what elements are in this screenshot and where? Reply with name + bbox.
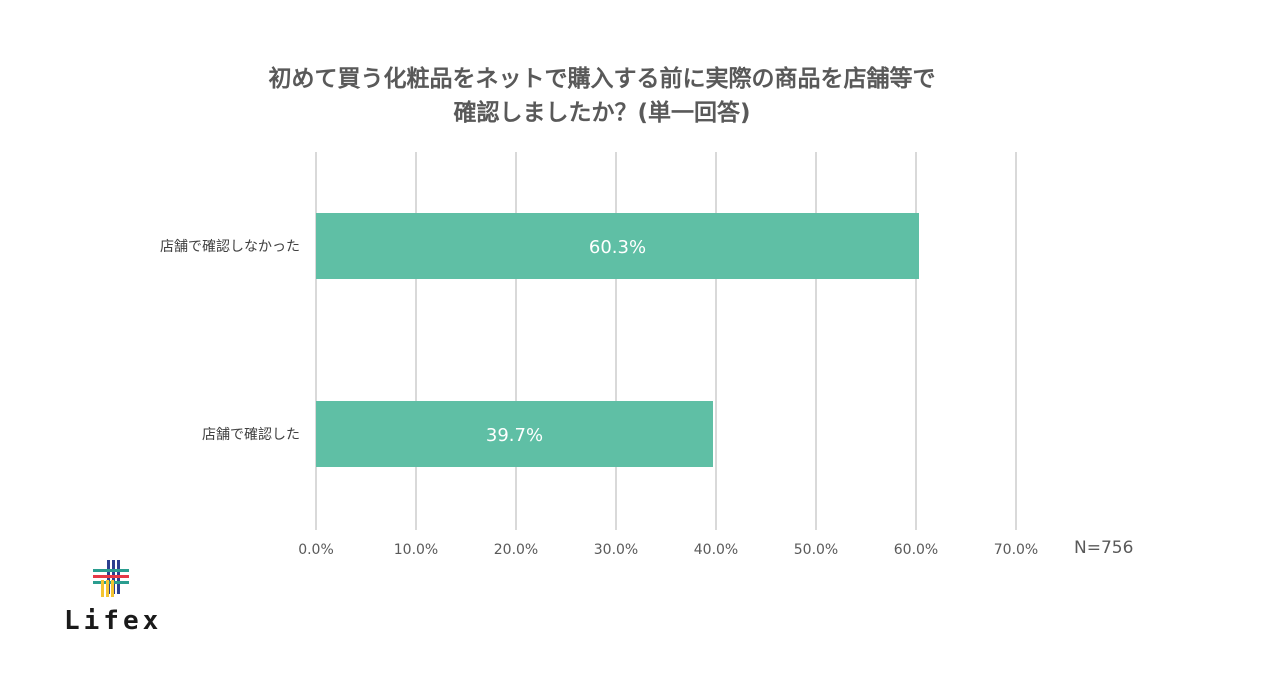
labels: 0.0% 10.0% 20.0% 30.0% 40.0% 50.0% 60.0% 70.0% 6… [160,237,1038,558]
chart-title: 初めて買う化粧品をネットで購入する前に実際の商品を店舗等で 確認しましたか？(単… [0,62,1204,130]
gridlines [315,152,1017,530]
x-tick-label: 50.0% [794,542,838,558]
category-label: 店舗で確認しなかった [160,239,300,255]
x-tick-label: 30.0% [594,542,638,558]
x-tick-label: 0.0% [298,542,334,558]
sample-size-note: N=756 [1074,538,1133,558]
x-tick-label: 10.0% [394,542,438,558]
x-tick-label: 20.0% [494,542,538,558]
x-tick-label: 60.0% [894,542,938,558]
bar [316,213,919,279]
bar-value-label: 39.7% [486,425,543,446]
chart-title-line-2: 確認しましたか？(単一回答) [453,100,751,126]
x-tick-label: 40.0% [694,542,738,558]
bar-value-label: 60.3% [589,237,646,258]
x-tick-label: 70.0% [994,542,1038,558]
lifex-logo-mark [93,560,129,597]
category-label: 店舗で確認した [202,427,300,443]
lifex-logo: Lifex [64,560,164,640]
chart-title-line-1: 初めて買う化粧品をネットで購入する前に実際の商品を店舗等で [268,66,936,92]
bar [316,401,713,467]
lifex-logo-text: Lifex [64,606,163,636]
bars [316,213,919,467]
